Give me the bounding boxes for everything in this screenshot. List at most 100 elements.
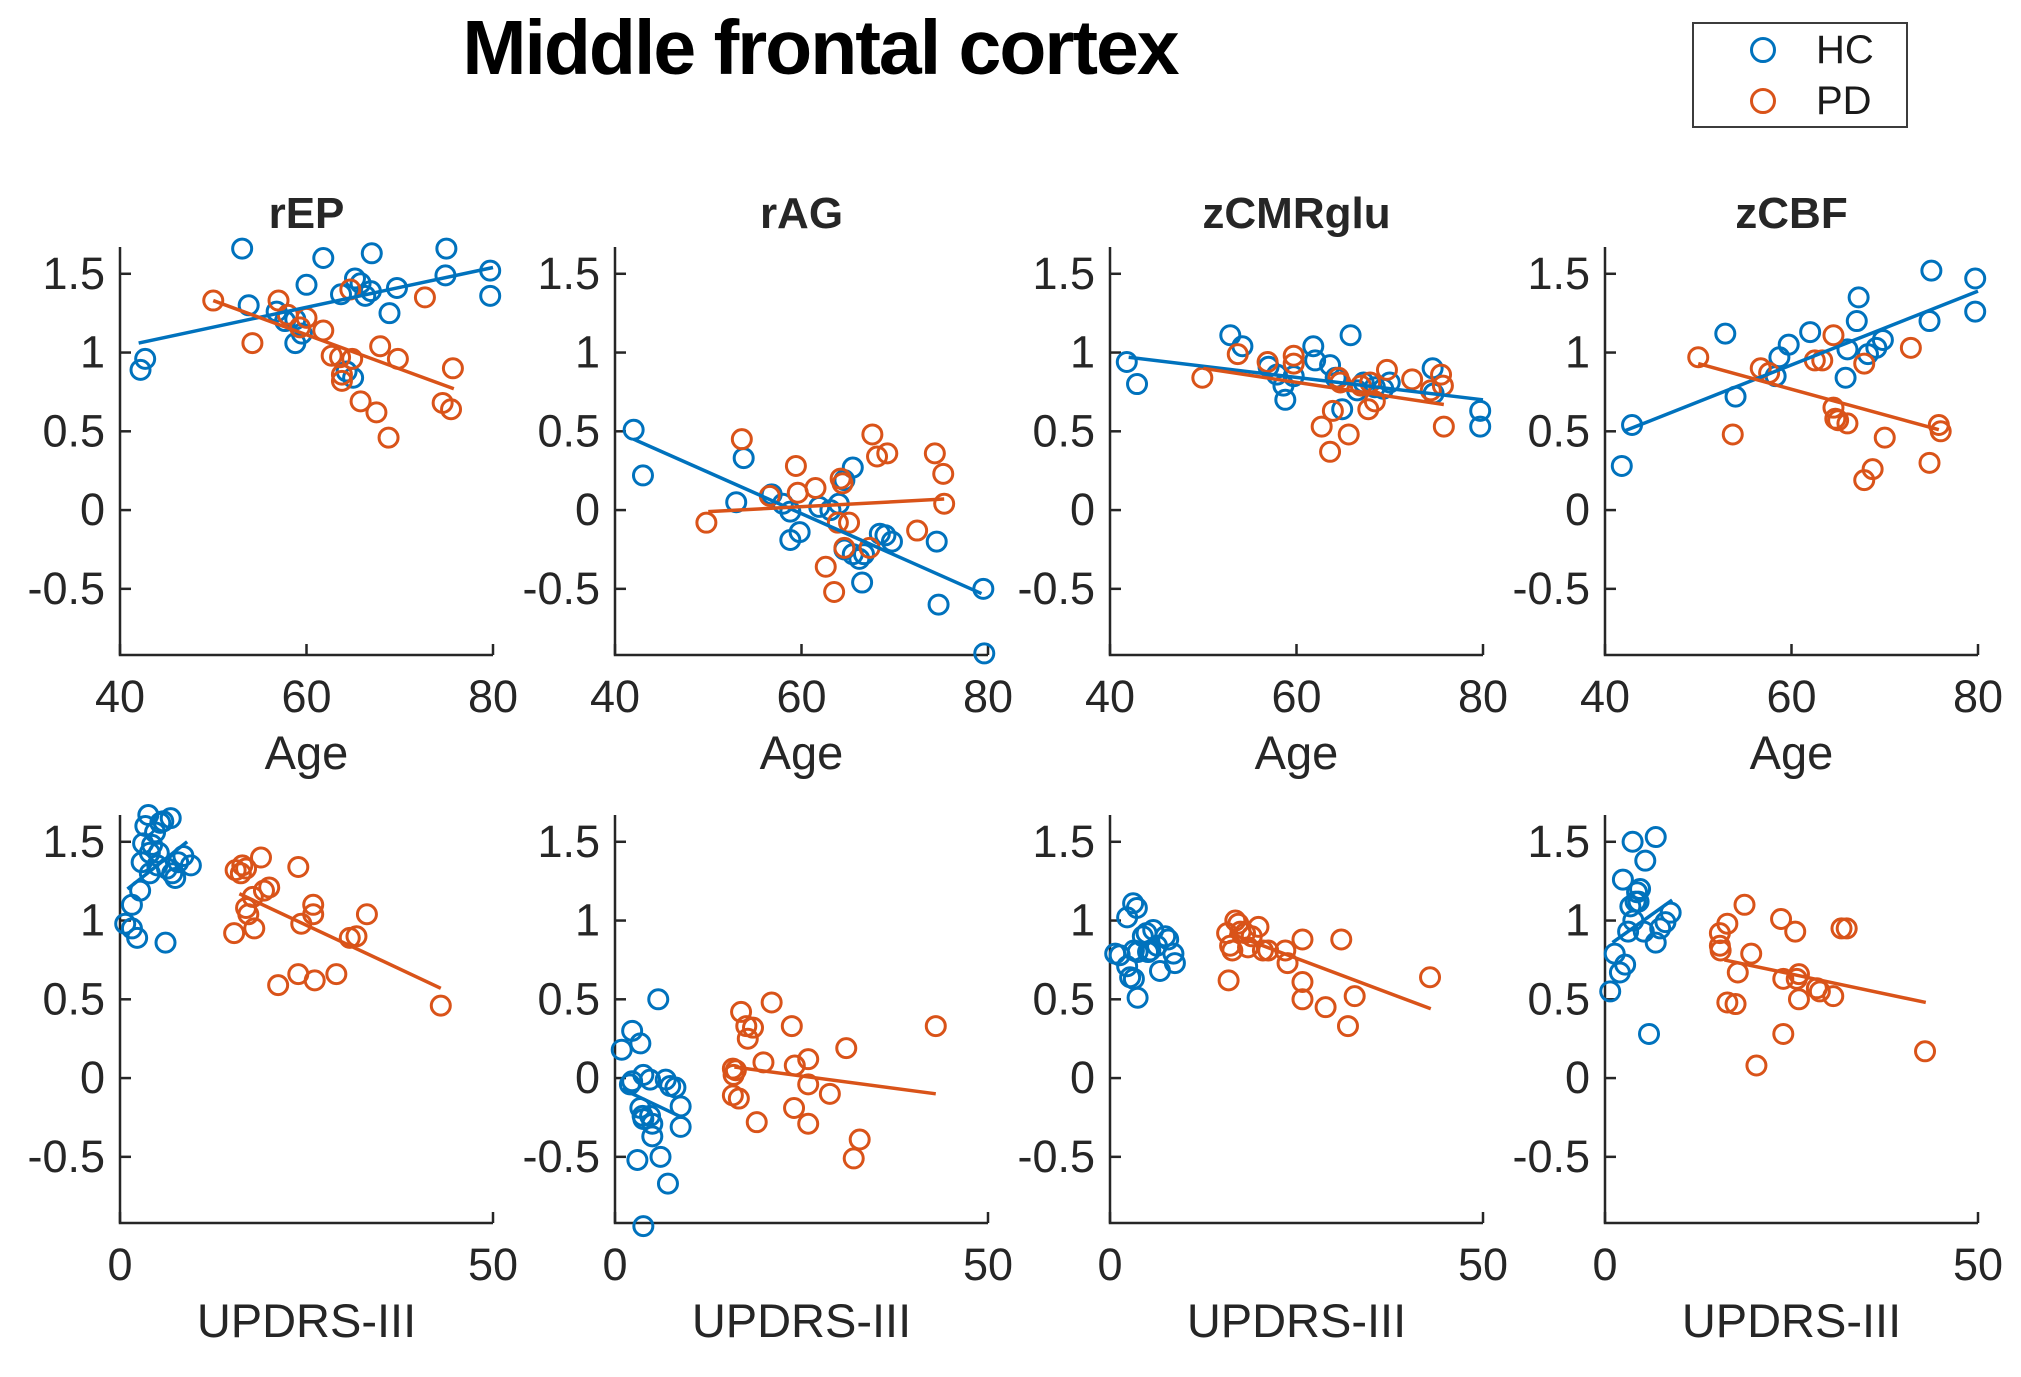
y-tick-label: 0.5 bbox=[42, 973, 105, 1024]
legend-row-pd: PD bbox=[1694, 75, 1906, 126]
pd-point bbox=[249, 846, 272, 869]
pd-point bbox=[1401, 368, 1424, 391]
pd-point bbox=[349, 390, 372, 413]
pd-point bbox=[1835, 917, 1858, 940]
x-tick-label: 50 bbox=[468, 1239, 518, 1290]
hc-point bbox=[385, 276, 408, 299]
legend-label-pd: PD bbox=[1816, 78, 1872, 123]
pd-point bbox=[814, 555, 837, 578]
pd-point bbox=[243, 917, 266, 940]
x-axis-label: UPDRS-III bbox=[692, 1294, 911, 1347]
hc-point bbox=[1629, 878, 1652, 901]
hc-point bbox=[1125, 896, 1148, 919]
pd-fit-line bbox=[1228, 931, 1432, 1011]
hc-point bbox=[641, 1112, 664, 1135]
pd-point bbox=[302, 903, 325, 926]
pd-fit-line bbox=[1697, 361, 1940, 432]
x-tick-label: 40 bbox=[95, 671, 145, 722]
hc-point bbox=[154, 931, 177, 954]
hc-point bbox=[629, 1032, 652, 1055]
y-tick-label: 0 bbox=[575, 1052, 600, 1103]
hc-point bbox=[360, 242, 383, 265]
y-tick-label: 1 bbox=[575, 327, 600, 378]
y-tick-label: -0.5 bbox=[522, 563, 600, 614]
x-axis-label: UPDRS-III bbox=[197, 1294, 416, 1347]
y-tick-label: -0.5 bbox=[1017, 563, 1095, 614]
y-tick-label: 0 bbox=[1070, 1052, 1095, 1103]
pd-point bbox=[833, 536, 856, 559]
pd-point bbox=[1827, 409, 1850, 432]
pd-point bbox=[267, 289, 290, 312]
x-tick-label: 40 bbox=[1085, 671, 1135, 722]
hc-point bbox=[1627, 890, 1650, 913]
hc-point bbox=[841, 456, 864, 479]
y-tick-label: 0.5 bbox=[1527, 973, 1590, 1024]
y-tick-label: 0.5 bbox=[537, 405, 600, 456]
pd-point bbox=[838, 511, 861, 534]
pd-point bbox=[1191, 366, 1214, 389]
pd-fit-line bbox=[1202, 366, 1445, 407]
x-tick-label: 50 bbox=[1458, 1239, 1508, 1290]
pd-point bbox=[1336, 1015, 1359, 1038]
pd-point bbox=[1375, 358, 1398, 381]
hc-point bbox=[1115, 350, 1138, 373]
hc-point bbox=[1777, 333, 1800, 356]
hc-point bbox=[1339, 324, 1362, 347]
hc-point bbox=[632, 1215, 655, 1238]
pd-point bbox=[302, 893, 325, 916]
y-tick-label: 0.5 bbox=[42, 405, 105, 456]
pd-fit-line bbox=[212, 298, 455, 391]
pd-point bbox=[848, 1128, 871, 1151]
pd-point bbox=[1282, 352, 1305, 375]
subplot-rAG-r0c1: 1.5 1 0.5 0 -0.5 40 60 80 rAG Age bbox=[522, 189, 1013, 779]
pd-point bbox=[1319, 440, 1342, 463]
axes-spines bbox=[613, 247, 988, 657]
x-axis-label: Age bbox=[1750, 726, 1834, 779]
pd-point bbox=[241, 332, 264, 355]
hc-point bbox=[732, 447, 755, 470]
axes-spines bbox=[1603, 247, 1978, 657]
hc-point bbox=[1331, 398, 1354, 421]
pd-point bbox=[1822, 985, 1845, 1008]
x-tick-label: 0 bbox=[107, 1239, 132, 1290]
y-tick-label: 1 bbox=[1565, 327, 1590, 378]
hc-point bbox=[378, 302, 401, 325]
pd-point bbox=[440, 398, 463, 421]
hc-point bbox=[1162, 942, 1185, 965]
hc-point bbox=[1122, 892, 1145, 915]
pd-point bbox=[1430, 363, 1453, 386]
x-tick-label: 80 bbox=[963, 671, 1013, 722]
hc-point bbox=[1644, 931, 1667, 954]
y-tick-label: 1 bbox=[575, 895, 600, 946]
pd-point bbox=[287, 855, 310, 878]
x-tick-label: 0 bbox=[1097, 1239, 1122, 1290]
x-axis-label: UPDRS-III bbox=[1187, 1294, 1406, 1347]
hc-point bbox=[1649, 917, 1672, 940]
x-tick-label: 60 bbox=[1271, 671, 1321, 722]
hc-point bbox=[1304, 349, 1327, 372]
hc-point bbox=[1834, 366, 1857, 389]
pd-point bbox=[413, 286, 436, 309]
legend-label-hc: HC bbox=[1816, 27, 1874, 72]
pd-point bbox=[1784, 920, 1807, 943]
hc-point bbox=[641, 1125, 664, 1148]
pd-point bbox=[1291, 928, 1314, 951]
x-tick-label: 60 bbox=[281, 671, 331, 722]
pd-point bbox=[1787, 988, 1810, 1011]
hc-point bbox=[164, 867, 187, 890]
pd-point bbox=[1772, 1022, 1795, 1045]
hc-point bbox=[126, 926, 149, 949]
pd-point bbox=[330, 369, 353, 392]
subplot-zCMRglu-r0c2: 1.5 1 0.5 0 -0.5 40 60 80 zCMRglu Age bbox=[1017, 189, 1508, 779]
y-tick-label: 1.5 bbox=[1032, 816, 1095, 867]
hc-point bbox=[1799, 321, 1822, 344]
x-tick-label: 0 bbox=[1592, 1239, 1617, 1290]
y-tick-label: -0.5 bbox=[27, 563, 105, 614]
pd-circle-marker-icon bbox=[1750, 87, 1776, 114]
y-tick-label: 1.5 bbox=[1527, 248, 1590, 299]
subplot-title: zCBF bbox=[1735, 189, 1847, 238]
pd-point bbox=[1899, 336, 1922, 359]
figure-title: Middle frontal cortex bbox=[462, 5, 1179, 91]
pd-point bbox=[823, 580, 846, 603]
